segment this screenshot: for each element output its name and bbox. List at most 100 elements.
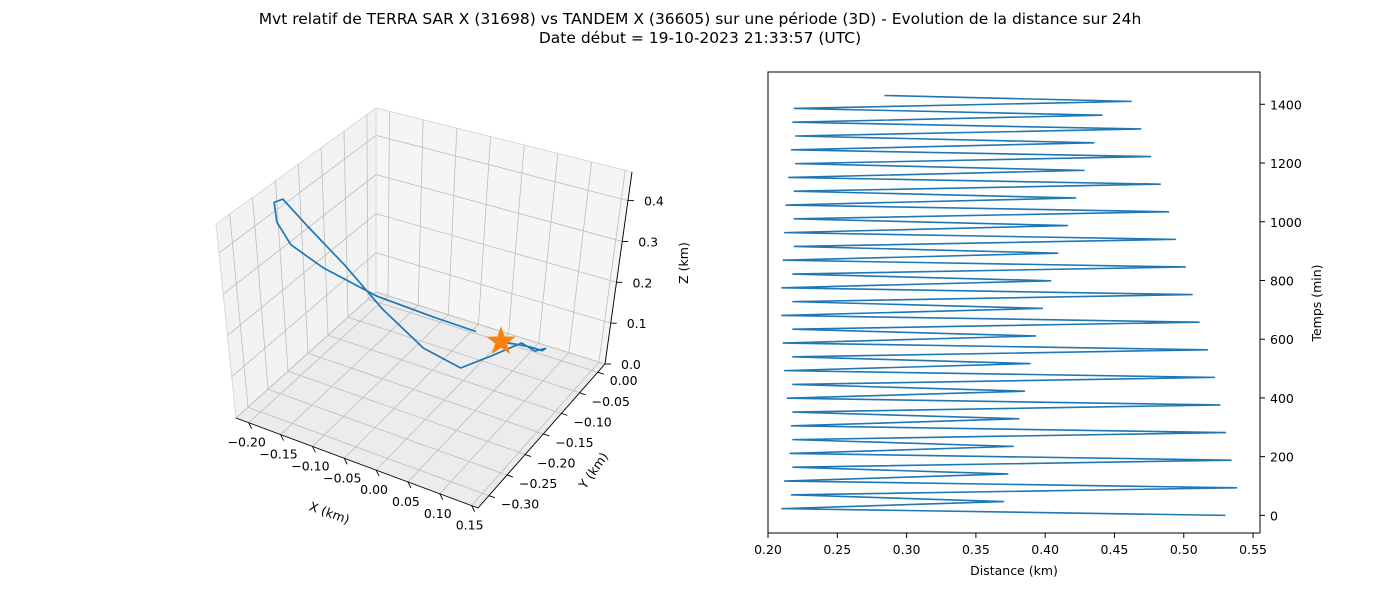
z-tick-label: 0.0: [621, 357, 641, 372]
figure-title-line1: Mvt relatif de TERRA SAR X (31698) vs TA…: [258, 10, 1142, 28]
grid-line-y-wall: [229, 214, 249, 408]
grid-line-y-floor: [247, 406, 490, 497]
grid-line-y-floor: [267, 388, 508, 476]
x-tick-label: 0.45: [1101, 542, 1129, 557]
trajectory-line-0: [273, 198, 547, 369]
grid-line-x-wall: [478, 136, 491, 325]
x-tick-label: 0.30: [893, 542, 921, 557]
y-axis-label: Y (km): [575, 449, 611, 492]
grid-line-x-floor: [312, 314, 449, 447]
grid-line-x-wall: [417, 119, 424, 306]
y-tick: [579, 392, 586, 396]
grid-line-y-wall: [343, 131, 349, 318]
plot-3d-trajectory: −0.20−0.15−0.10−0.050.000.050.100.150.00…: [215, 107, 691, 533]
grid-line-x-wall: [568, 161, 592, 353]
x-tick-label: 0.40: [1031, 542, 1059, 557]
y-tick-label: −0.10: [573, 414, 611, 429]
grid-line-x-floor: [471, 361, 600, 506]
y-tick-label: 200: [1270, 450, 1294, 465]
grid-line-x-floor: [343, 323, 479, 459]
y-tick-label: −0.25: [519, 476, 557, 491]
grid-line-x-floor: [439, 352, 570, 495]
grid-line-x-floor: [407, 342, 540, 483]
y-tick-label: 0.00: [610, 373, 638, 388]
x-tick-label: −0.05: [323, 470, 361, 485]
x-tick-label: 0.00: [360, 482, 388, 497]
y-tick-label: −0.15: [555, 435, 593, 450]
y-tick-label: −0.30: [501, 497, 539, 512]
grid-line-z: [218, 134, 629, 254]
y-tick: [488, 495, 496, 499]
grid-line-z: [222, 174, 623, 295]
y-tick-label: 800: [1270, 273, 1294, 288]
figure-title-line2: Date début = 19-10-2023 21:33:57 (UTC): [538, 29, 862, 47]
grid-line-x-floor: [375, 333, 509, 471]
y-tick-label: 1400: [1270, 97, 1302, 112]
x-tick-label: 0.25: [823, 542, 851, 557]
grid-line-x-wall: [387, 111, 390, 296]
grid-line-x-floor: [280, 304, 419, 435]
x-tick: [248, 422, 253, 429]
x-tick-label: −0.15: [259, 447, 297, 462]
x-tick: [471, 505, 476, 512]
grid-line-x-wall: [598, 170, 626, 363]
y-tick-label: 1000: [1270, 215, 1302, 230]
x-tick: [407, 481, 412, 489]
x-tick-label: 0.05: [392, 494, 420, 509]
grid-line-z: [227, 213, 617, 336]
distance-line-0: [781, 94, 1238, 517]
grid-line-z: [231, 252, 611, 378]
grid-line-y-floor: [347, 316, 580, 394]
z-tick-label: 0.1: [627, 316, 647, 331]
grid-line-x-wall: [508, 145, 525, 334]
z-tick-label: 0.3: [638, 234, 658, 249]
grid-line-y-wall: [275, 180, 289, 372]
x-axis-label: Distance (km): [970, 563, 1058, 578]
x-tick-label: −0.10: [291, 458, 329, 473]
y-tick-label: 1200: [1270, 156, 1302, 171]
x-tick: [312, 446, 316, 453]
y-tick: [543, 433, 550, 437]
x-tick: [375, 469, 380, 477]
grid-line-y-wall: [297, 164, 309, 354]
y-tick-label: 400: [1270, 391, 1294, 406]
grid-line-y-floor: [367, 298, 598, 373]
y-tick: [506, 474, 514, 478]
grid-line-y-wall: [252, 197, 269, 390]
x-axis-label: X (km): [307, 499, 351, 527]
x-tick-label: 0.10: [424, 506, 452, 521]
y-tick-label: −0.20: [537, 456, 575, 471]
grid-line-y-wall: [366, 114, 369, 300]
y-tick-label: 600: [1270, 332, 1294, 347]
z-axis-line: [604, 171, 633, 365]
grid-line-z: [235, 291, 606, 419]
figure-title: Mvt relatif de TERRA SAR X (31698) vs TA…: [0, 10, 1400, 48]
y-tick-label: 0: [1270, 508, 1278, 523]
x-tick-label: 0.20: [754, 542, 782, 557]
x-tick-label: 0.15: [456, 518, 484, 533]
grid-line-y-wall: [320, 147, 329, 336]
x-tick: [280, 434, 284, 441]
grid-line-y-floor: [307, 352, 544, 435]
y-tick-label: −0.05: [592, 394, 630, 409]
y-tick: [597, 371, 604, 375]
x-tick-label: 0.35: [962, 542, 990, 557]
x-axis-line: [235, 417, 479, 509]
z-tick-label: 0.4: [644, 194, 664, 209]
z-tick-label: 0.2: [632, 275, 652, 290]
x-tick: [343, 458, 348, 465]
y-tick: [561, 412, 568, 416]
y-axis-label: Temps (min): [1309, 264, 1324, 342]
z-axis-label: Z (km): [676, 242, 691, 284]
x-tick-label: 0.50: [1170, 542, 1198, 557]
grid-line-x-floor: [248, 295, 389, 424]
grid-line-x-wall: [447, 128, 458, 315]
grid-line-y-floor: [327, 334, 562, 414]
y-axis-line: [477, 363, 606, 509]
plot-distance-vs-time: 0.20 0.25 0.30 0.35 0.40 0.45 0.50 0.55 0 200 400 6…: [754, 71, 1324, 578]
origin-star-marker: [486, 325, 516, 355]
x-tick-label: 0.55: [1239, 542, 1267, 557]
grid-line-y-floor: [287, 370, 526, 455]
x-tick: [439, 493, 444, 500]
